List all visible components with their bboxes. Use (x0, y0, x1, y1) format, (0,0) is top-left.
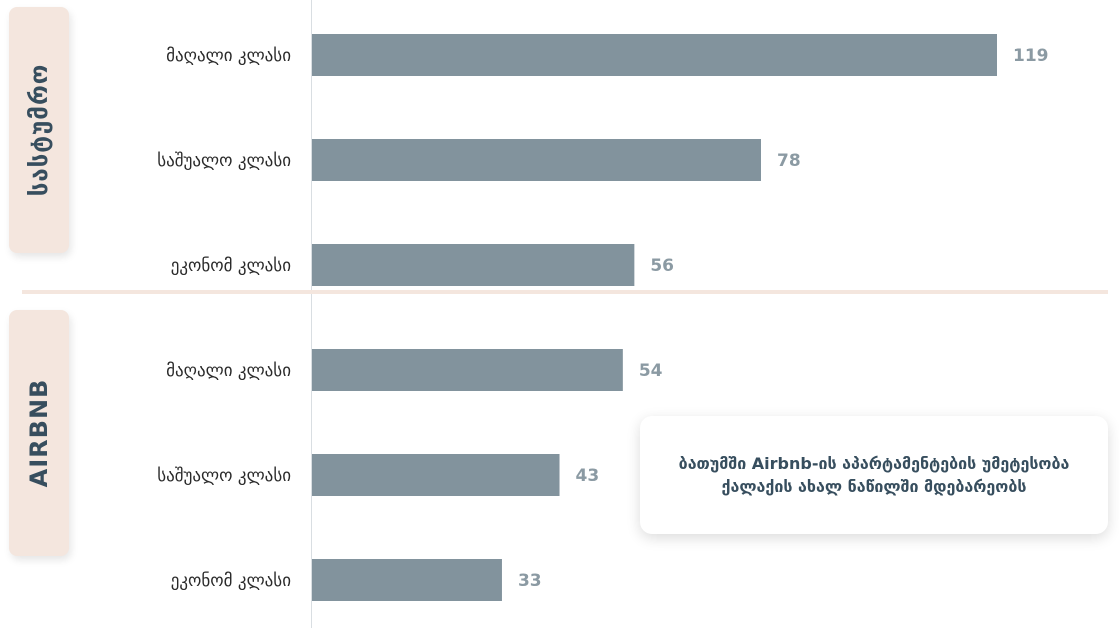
group-label-hotels: სასტუმრო (9, 7, 69, 253)
value-label-g0-1: 78 (777, 151, 801, 171)
category-label-g1-1: საშუალო კლასი (157, 466, 291, 486)
axis-line (311, 0, 312, 628)
bar-g0-1 (312, 139, 761, 181)
value-label-g1-2: 33 (518, 571, 542, 591)
note-text: ბათუმში Airbnb-ის აპარტამენტების უმეტესო… (678, 454, 1070, 496)
category-label-g0-1: საშუალო კლასი (157, 151, 291, 171)
bar-g0-2 (312, 244, 635, 286)
category-label-g0-2: ეკონომ კლასი (171, 256, 291, 276)
category-label-g0-0: მაღალი კლასი (166, 46, 291, 66)
bar-g1-1 (312, 454, 560, 496)
bar-g1-2 (312, 559, 502, 601)
value-label-g0-0: 119 (1013, 46, 1049, 66)
value-label-g1-1: 43 (576, 466, 600, 486)
note-callout: ბათუმში Airbnb-ის აპარტამენტების უმეტესო… (640, 416, 1108, 534)
category-label-g1-0: მაღალი კლასი (166, 361, 291, 381)
bar-g1-0 (312, 349, 623, 391)
value-label-g1-0: 54 (639, 361, 663, 381)
bar-g0-0 (312, 34, 997, 76)
group-label-airbnb: AIRBNB (9, 310, 69, 556)
group-divider (22, 290, 1108, 294)
category-label-g1-2: ეკონომ კლასი (171, 571, 291, 591)
value-label-g0-2: 56 (650, 256, 674, 276)
